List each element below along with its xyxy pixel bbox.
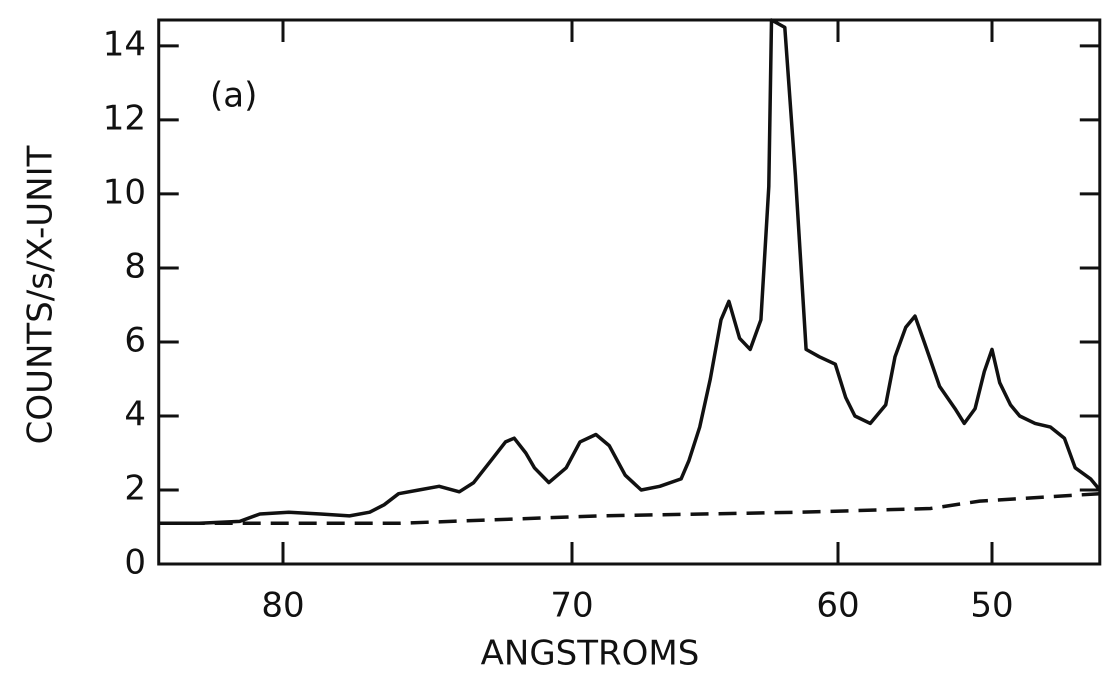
x-tick-label: 70 [550,586,593,626]
y-tick-label: 12 [103,98,146,138]
plot-frame [157,18,1102,566]
x-tick-label: 80 [261,586,304,626]
spectrum-line [158,18,1102,526]
y-tick-label: 0 [124,543,146,583]
x-tick-label: 60 [816,586,859,626]
y-tick-label: 4 [124,394,146,434]
x-axis-label: ANGSTROMS [481,634,700,674]
x-tick-label: 50 [970,586,1013,626]
annotation: (a) [210,76,257,116]
y-axis-label: COUNTS/s/X-UNIT [21,145,61,444]
y-tick-label: 8 [124,246,146,286]
y-tick-label: 14 [103,24,146,64]
y-tick-label: 2 [124,468,146,508]
baseline-line [158,491,1100,526]
y-tick-label: 10 [103,172,146,212]
y-tick-label: 6 [124,320,146,360]
